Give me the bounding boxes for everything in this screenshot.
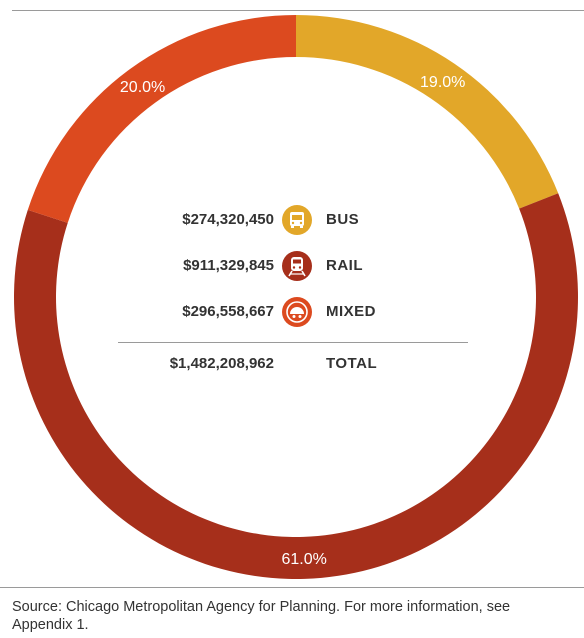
legend-row-rail: $911,329,845 RAIL bbox=[118, 251, 468, 297]
rail-amount: $911,329,845 bbox=[183, 257, 274, 274]
mixed-amount: $296,558,667 bbox=[182, 303, 274, 320]
slice-label-mixed: 20.0% bbox=[120, 79, 165, 96]
total-amount: $1,482,208,962 bbox=[169, 355, 274, 372]
donut-chart: 19.0% 61.0% 20.0% bbox=[13, 15, 578, 580]
source-rule bbox=[0, 587, 584, 588]
slice-mixed bbox=[27, 15, 296, 223]
total-divider bbox=[118, 342, 468, 343]
bus-icon bbox=[282, 205, 312, 235]
slice-label-rail: 61.0% bbox=[282, 551, 327, 568]
mixed-mode-icon bbox=[282, 297, 312, 327]
chart-legend: $274,320,450 BUS $911,329,845 bbox=[118, 205, 468, 372]
slice-bus bbox=[296, 15, 559, 209]
train-icon bbox=[282, 251, 312, 281]
bus-label: BUS bbox=[326, 211, 360, 228]
legend-row-total: $1,482,208,962 TOTAL bbox=[118, 355, 468, 379]
source-note: Source: Chicago Metropolitan Agency for … bbox=[12, 599, 511, 633]
rail-label: RAIL bbox=[326, 257, 363, 274]
legend-row-bus: $274,320,450 BUS bbox=[118, 205, 468, 251]
top-rule bbox=[12, 10, 584, 11]
slice-label-bus: 19.0% bbox=[420, 74, 465, 91]
mixed-label: MIXED bbox=[326, 303, 377, 320]
bus-amount: $274,320,450 bbox=[182, 211, 274, 228]
total-label: TOTAL bbox=[326, 355, 378, 372]
legend-row-mixed: $296,558,667 MIXED bbox=[118, 297, 468, 343]
